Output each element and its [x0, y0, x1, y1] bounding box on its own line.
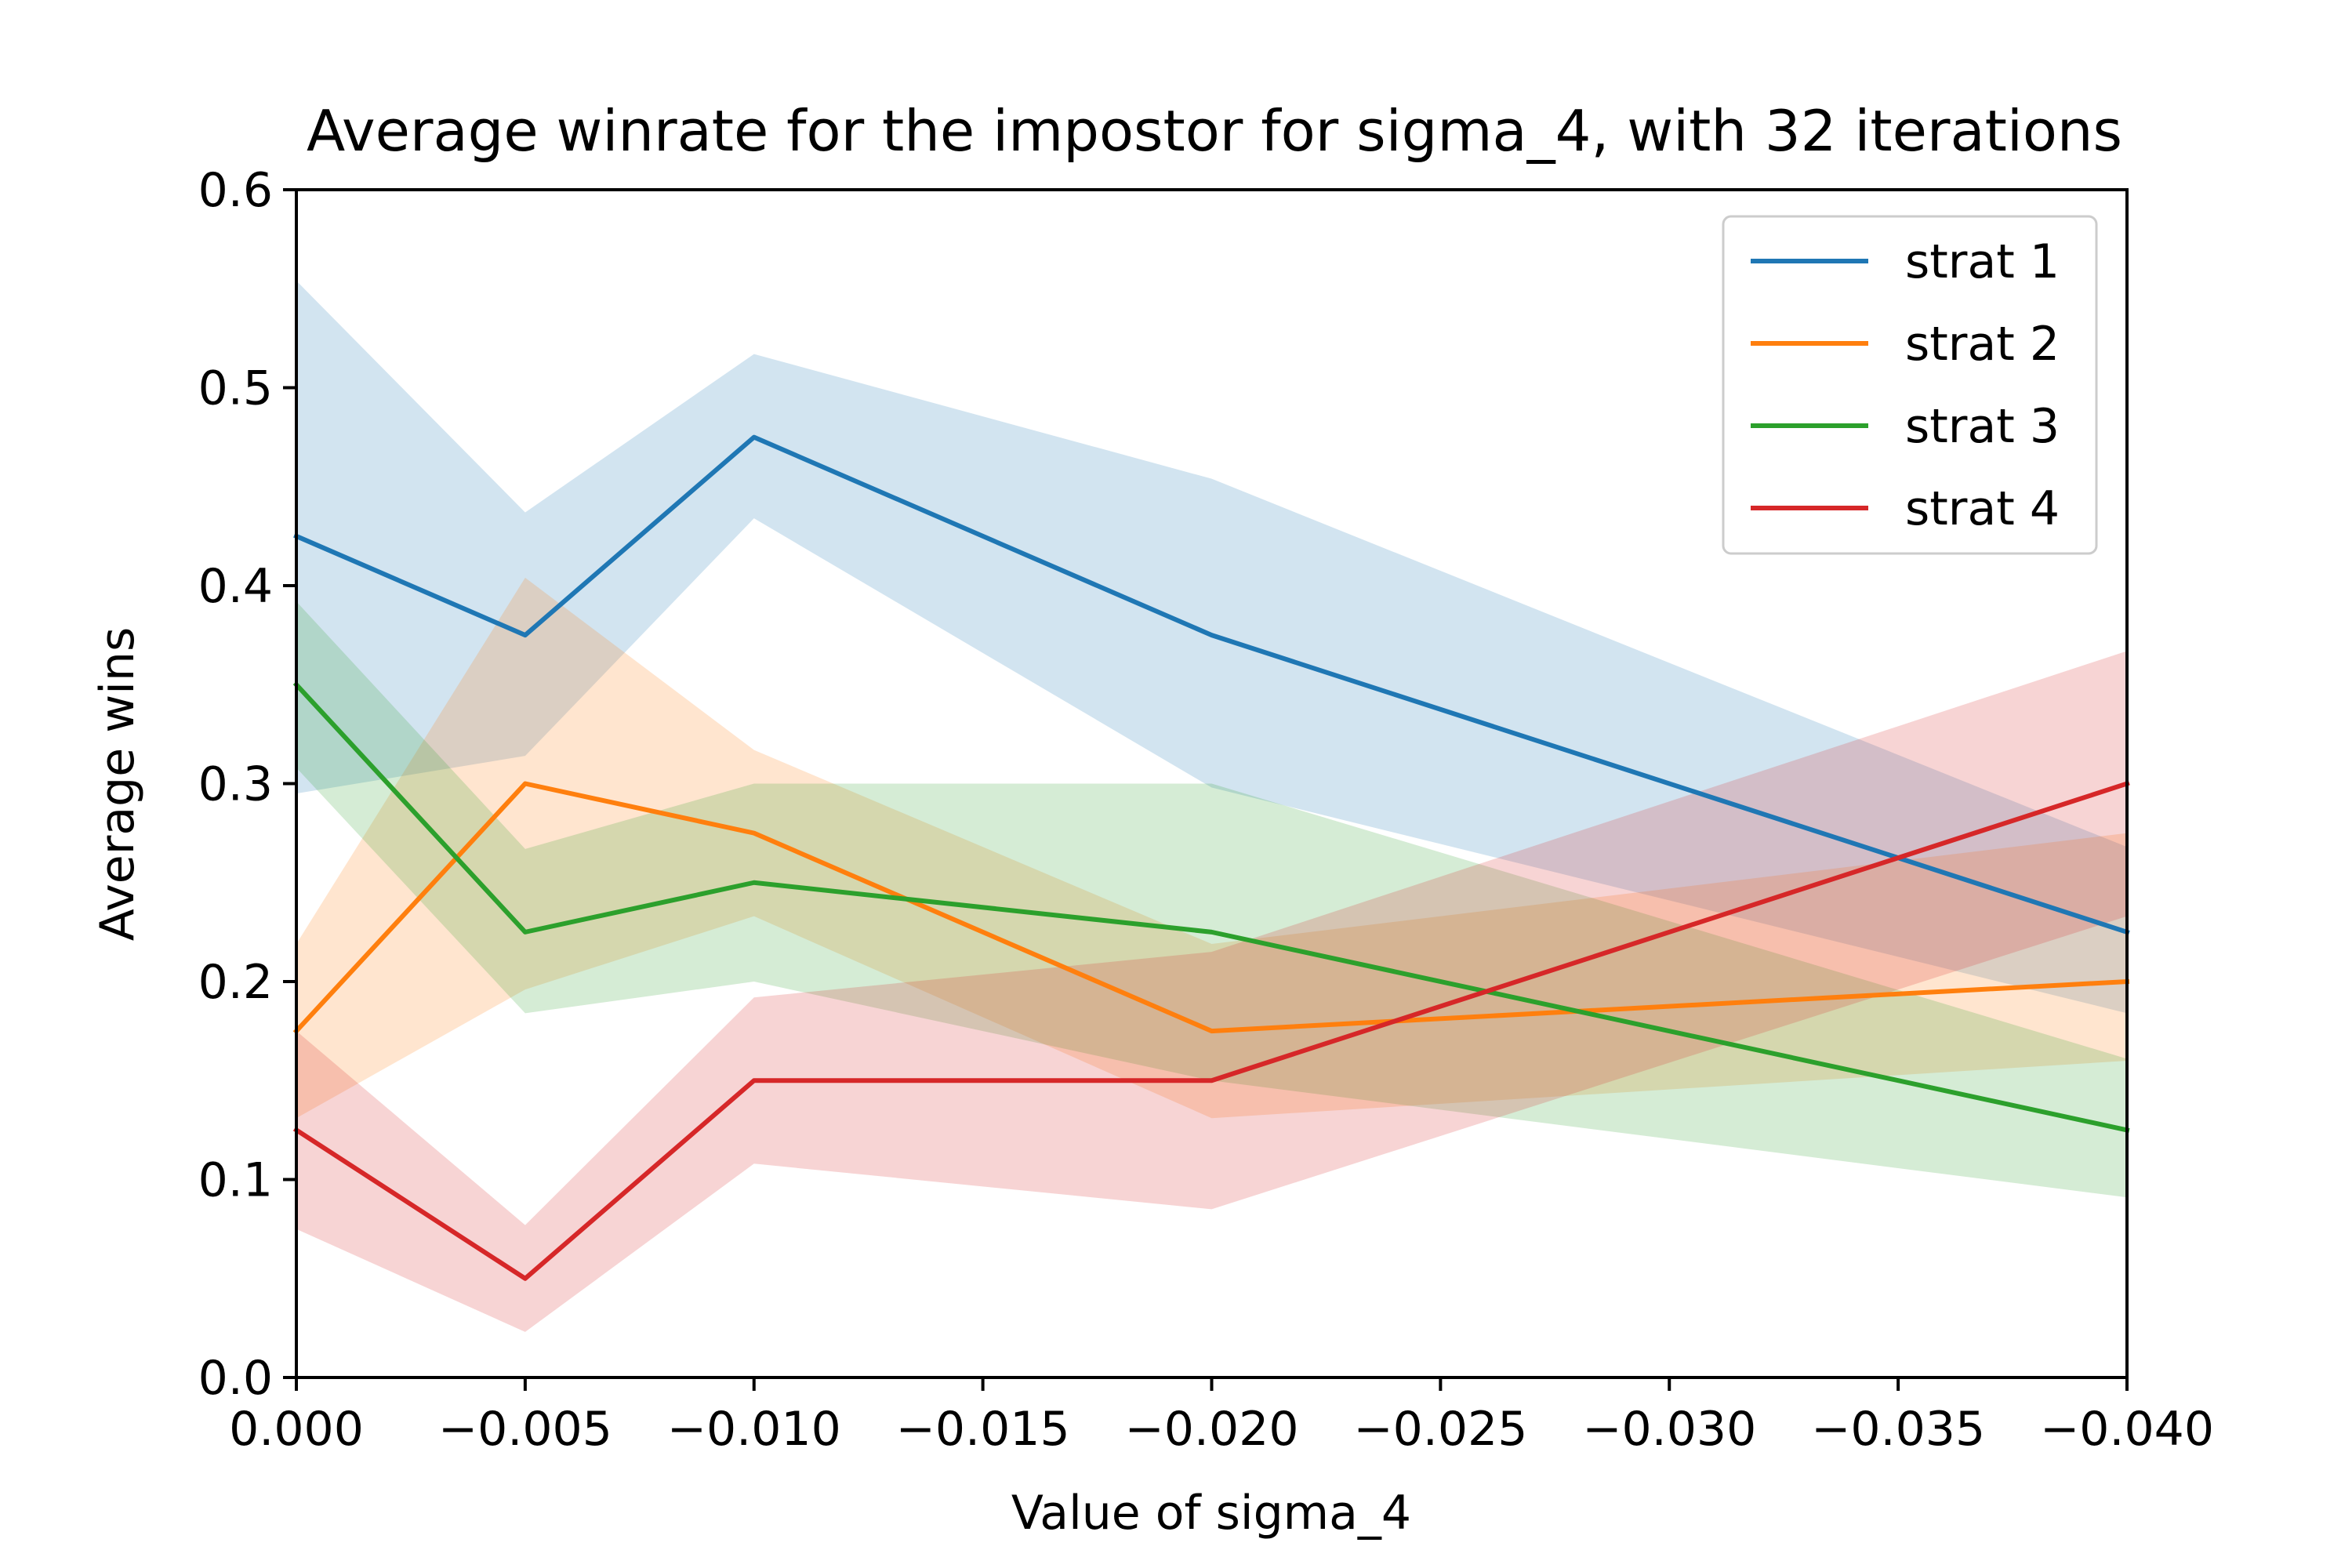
- x-axis-ticks: 0.000 −0.005 −0.010 −0.015 −0.020 −0.025 −0.03…: [229, 1377, 2214, 1457]
- legend-label-series-2: strat 2: [1905, 317, 2060, 372]
- legend-items: strat 1 strat 2 strat 3 strat 4: [1751, 234, 2060, 536]
- x-tick-label: 0.000: [229, 1402, 364, 1457]
- y-tick-label: 0.6: [198, 163, 273, 218]
- x-tick-label: −0.015: [896, 1402, 1070, 1457]
- line-series-3: [292, 681, 2130, 1133]
- line-series-2: [292, 781, 2130, 1035]
- band-series-1: [296, 281, 2127, 1014]
- y-tick-label: 0.5: [198, 361, 273, 416]
- x-tick-label: −0.040: [2040, 1402, 2214, 1457]
- x-axis-label: Value of sigma_4: [1011, 1486, 1411, 1541]
- y-axis-label: Average wins: [90, 627, 145, 942]
- line-series-1: [293, 434, 2130, 935]
- x-tick-label: −0.020: [1124, 1402, 1298, 1457]
- confidence-bands: [296, 281, 2127, 1332]
- y-tick-label: 0.0: [198, 1351, 273, 1406]
- y-axis-ticks: 0.0 0.1 0.2 0.3 0.4 0.5 0.6: [198, 163, 296, 1406]
- line-series-4: [292, 780, 2130, 1281]
- legend-label-series-3: strat 3: [1905, 399, 2060, 454]
- x-tick-label: −0.030: [1582, 1402, 1756, 1457]
- y-tick-label: 0.2: [198, 955, 273, 1010]
- legend-label-series-4: strat 4: [1905, 481, 2060, 536]
- band-series-3: [296, 601, 2127, 1198]
- x-tick-label: −0.005: [438, 1402, 612, 1457]
- legend-box: [1722, 215, 2098, 555]
- y-tick-label: 0.3: [198, 757, 273, 812]
- x-tick-label: −0.035: [1811, 1402, 1985, 1457]
- chart-title: Average winrate for the impostor for sig…: [307, 98, 2122, 164]
- x-tick-label: −0.010: [667, 1402, 841, 1457]
- x-tick-label: −0.025: [1353, 1402, 1527, 1457]
- legend-label-series-1: strat 1: [1905, 234, 2060, 289]
- band-series-2: [296, 577, 2127, 1119]
- legend: strat 1 strat 2 strat 3 strat 4: [1722, 215, 2098, 555]
- y-tick-label: 0.4: [198, 559, 273, 614]
- series-lines: [292, 434, 2130, 1281]
- y-tick-label: 0.1: [198, 1153, 273, 1208]
- band-series-4: [296, 651, 2127, 1332]
